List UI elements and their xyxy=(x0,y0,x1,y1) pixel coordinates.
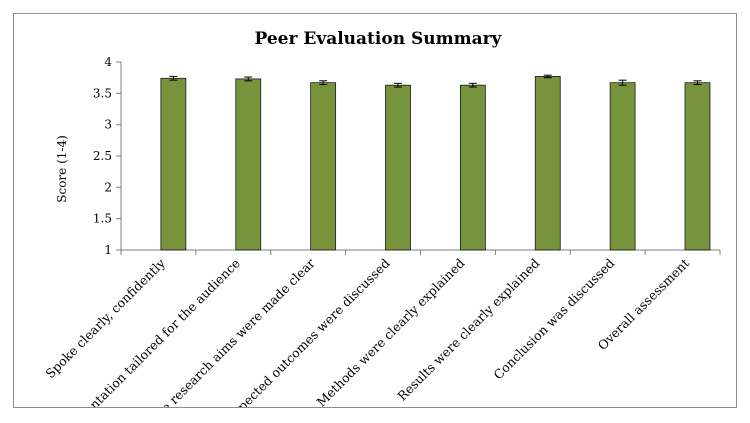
y-tick-label: 2.5 xyxy=(93,149,112,163)
bar xyxy=(684,82,711,251)
category-label: Conclusion was discussed xyxy=(490,256,617,383)
category-label: Results were clearly explained xyxy=(394,256,542,404)
y-tick-label: 1 xyxy=(104,243,112,257)
y-axis-label: Score (1-4) xyxy=(55,135,69,203)
bar xyxy=(385,84,411,251)
chart-frame: Peer Evaluation Summary Score (1-4) 1 1.5… xyxy=(13,13,737,423)
category-label: Spoke clearly, confidently xyxy=(42,255,168,381)
bar xyxy=(534,76,561,251)
chart-title: Peer Evaluation Summary xyxy=(255,29,503,49)
y-tick-label: 4 xyxy=(104,55,112,69)
y-tick-label: 3.5 xyxy=(93,86,112,100)
category-label: Methods were clearly explained xyxy=(313,256,467,407)
bar xyxy=(160,77,187,251)
bar xyxy=(459,84,486,251)
chart-svg: Peer Evaluation Summary Score (1-4) 1 1.5… xyxy=(42,29,721,423)
bar xyxy=(235,78,262,251)
bar xyxy=(310,82,337,251)
y-tick-label: 3 xyxy=(104,118,112,132)
y-tick-label: 1.5 xyxy=(93,212,112,226)
bar xyxy=(609,82,636,251)
y-tick-label: 2 xyxy=(104,180,112,194)
